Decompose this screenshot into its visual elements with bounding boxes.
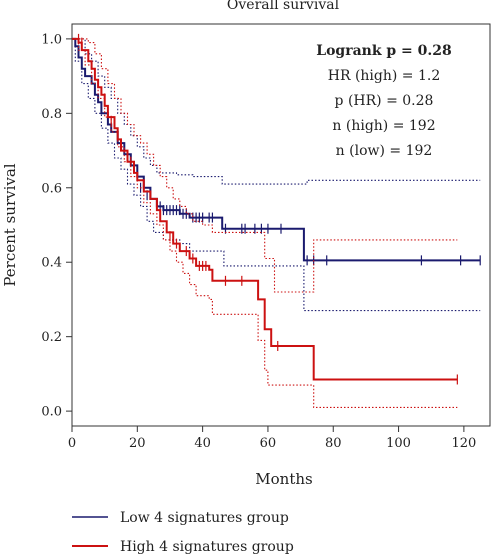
chart-title: Overall survival bbox=[227, 0, 340, 13]
stat-n-high: n (high) = 192 bbox=[332, 118, 435, 134]
survival-line-high bbox=[72, 39, 457, 380]
y-tick-label-0.2: 0.2 bbox=[41, 330, 62, 345]
legend-label-high: High 4 signatures group bbox=[120, 539, 294, 555]
legend-label-low: Low 4 signatures group bbox=[120, 510, 289, 526]
series-high bbox=[72, 34, 457, 408]
x-axis-label: Months bbox=[255, 470, 312, 488]
legend: Low 4 signatures group High 4 signatures… bbox=[72, 510, 294, 555]
y-axis: 0.0 0.2 0.4 0.6 0.8 1.0 bbox=[41, 32, 72, 419]
x-tick-label-60: 60 bbox=[260, 436, 277, 451]
y-tick-label-0.8: 0.8 bbox=[41, 107, 62, 122]
stats-block: Logrank p = 0.28 HR (high) = 1.2 p (HR) … bbox=[316, 43, 452, 159]
stat-logrank-p: Logrank p = 0.28 bbox=[316, 43, 452, 59]
y-tick-label-0: 0.0 bbox=[41, 405, 62, 420]
y-tick-label-0.6: 0.6 bbox=[41, 181, 62, 196]
x-tick-label-0: 0 bbox=[68, 436, 76, 451]
x-tick-label-40: 40 bbox=[194, 436, 211, 451]
x-tick-label-100: 100 bbox=[386, 436, 411, 451]
x-axis: 0 20 40 60 80 100 120 bbox=[68, 426, 476, 451]
series-layer bbox=[72, 34, 480, 408]
stat-hr-high: HR (high) = 1.2 bbox=[328, 68, 441, 84]
x-tick-label-120: 120 bbox=[451, 436, 476, 451]
stat-p-hr: p (HR) = 0.28 bbox=[335, 93, 434, 109]
plot-area bbox=[72, 24, 490, 426]
stat-n-low: n (low) = 192 bbox=[336, 143, 433, 159]
x-tick-label-80: 80 bbox=[325, 436, 342, 451]
y-axis-label: Percent survival bbox=[1, 163, 19, 286]
y-tick-label-0.4: 0.4 bbox=[41, 256, 62, 271]
y-tick-label-1: 1.0 bbox=[41, 32, 62, 47]
x-tick-label-20: 20 bbox=[129, 436, 146, 451]
